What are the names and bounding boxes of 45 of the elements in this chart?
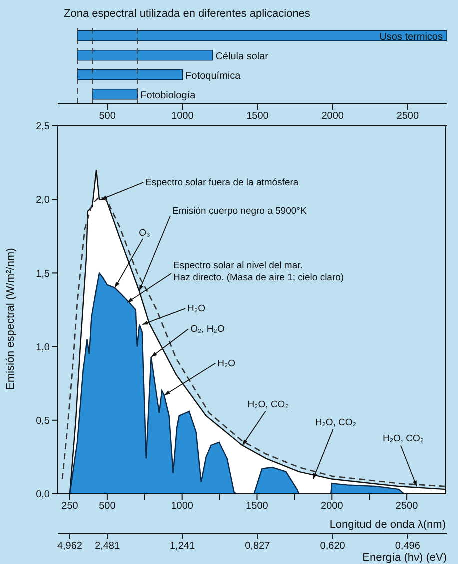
y-tick-label: 2,5 — [36, 122, 50, 133]
x-tick-label: 1500 — [246, 501, 269, 512]
annotation: H₂O — [218, 358, 236, 370]
x-tick-label: 1000 — [172, 111, 194, 122]
category-label: 2,481 — [95, 541, 120, 552]
annotation: H₂O — [188, 304, 206, 315]
y-tick-label: 1,0 — [36, 342, 50, 354]
x-tick-label: 2000 — [321, 501, 344, 512]
y-tick-label: 1,5 — [36, 268, 50, 280]
y-tick-label: Usos termicos — [380, 32, 443, 43]
x-axis-title: Longitud de onda λ(nm) — [330, 519, 446, 531]
category-label: 0,496 — [395, 541, 421, 552]
annotation: H₂O, CO₂ — [315, 417, 357, 428]
y-tick-label: 0,0 — [36, 490, 50, 501]
x-tick-label: 1500 — [246, 111, 270, 122]
bar — [77, 50, 214, 61]
category-label: 0,620 — [320, 541, 346, 552]
annotation: Espectro solar al nivel del mar. Haz directo. (Masa de aire 1; cielo claro) — [174, 260, 344, 284]
bar — [77, 69, 184, 80]
annotation: O₂, H₂O — [190, 324, 225, 336]
category-label: 0,827 — [245, 541, 271, 552]
text: Energía (hν) (eV) — [362, 552, 447, 564]
x-tick-label: 250 — [62, 501, 79, 512]
annotation: Espectro solar fuera de la atmósfera — [146, 178, 300, 189]
annotation: H₂O, CO₂ — [248, 399, 290, 410]
annotation: O₃ — [139, 228, 150, 239]
y-axis-title: Emisión espectral (W/m²/nm) — [4, 248, 17, 390]
x-tick-label: 2500 — [396, 111, 420, 122]
y-tick-label: Fotoquímica — [186, 70, 242, 82]
y-tick-label: Célula solar — [216, 51, 270, 62]
y-tick-label: 2,0 — [36, 195, 50, 206]
bar — [92, 88, 138, 100]
x-tick-label: 2500 — [396, 501, 419, 512]
x-tick-label: 2000 — [322, 111, 344, 122]
y-tick-label: 0,5 — [36, 416, 50, 427]
y-tick-label: Fotobiología — [140, 90, 196, 102]
x-tick-label: 500 — [99, 111, 116, 122]
chart-title: Zona espectral utilizada en diferentes aplicaciones — [64, 8, 310, 20]
category-label: 4,962 — [57, 541, 83, 552]
x-tick-label: 500 — [99, 501, 116, 512]
annotation: Emisión cuerpo negro a 5900°K — [172, 206, 308, 217]
annotation: H₂O, CO₂ — [382, 434, 424, 445]
category-label: 1,241 — [170, 541, 196, 552]
bar — [77, 30, 447, 42]
x-tick-label: 1000 — [171, 501, 194, 512]
